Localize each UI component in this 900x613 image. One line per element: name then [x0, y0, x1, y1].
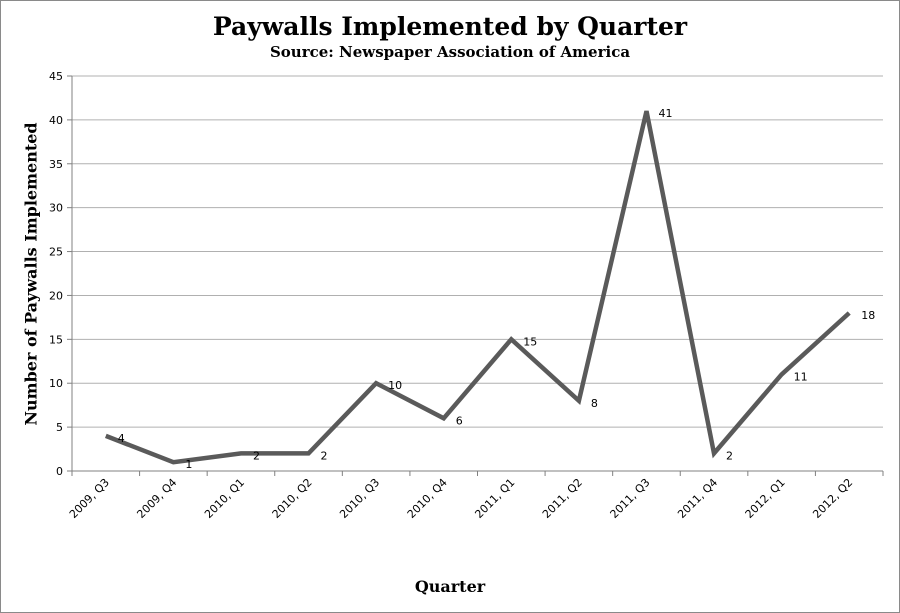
chart-title: Paywalls Implemented by Quarter — [212, 12, 688, 41]
x-tick-label: 2010, Q4 — [405, 476, 450, 521]
y-tick-label: 35 — [49, 158, 63, 171]
y-tick-label: 25 — [49, 246, 63, 259]
y-tick-label: 20 — [49, 289, 63, 302]
x-tick-label: 2010, Q2 — [270, 476, 315, 521]
x-tick-label: 2011, Q1 — [472, 476, 517, 521]
x-tick-label: 2010, Q3 — [337, 476, 382, 521]
y-tick-label: 5 — [56, 421, 63, 434]
gridlines — [72, 75, 883, 428]
data-label: 4 — [118, 432, 125, 445]
x-tick-label: 2011, Q3 — [608, 476, 653, 521]
y-tick-labels: 0 5 10 15 20 25 30 35 40 45 — [49, 70, 63, 478]
data-label: 15 — [523, 335, 537, 348]
x-tick-label: 2012, Q2 — [810, 476, 855, 521]
chart-subtitle: Source: Newspaper Association of America — [269, 43, 631, 61]
data-label: 6 — [456, 414, 463, 427]
x-tick-label: 2012, Q1 — [743, 476, 788, 521]
x-tick-label: 2011, Q4 — [675, 476, 720, 521]
data-label: 2 — [321, 449, 328, 462]
x-tick-label: 2010, Q1 — [202, 476, 247, 521]
x-tick-label: 2009, Q3 — [67, 476, 112, 521]
axes — [67, 75, 884, 476]
x-tick-labels: 2009, Q3 2009, Q4 2010, Q1 2010, Q2 2010, Q3… — [67, 476, 855, 521]
data-label: 1 — [185, 458, 192, 471]
data-label: 10 — [388, 379, 402, 392]
y-tick-label: 15 — [49, 333, 63, 346]
x-tick-label: 2009, Q4 — [134, 476, 179, 521]
x-tick-label: 2011, Q2 — [540, 476, 585, 521]
data-label: 41 — [658, 107, 672, 120]
data-label: 18 — [861, 309, 875, 322]
data-label: 2 — [726, 449, 733, 462]
y-tick-label: 0 — [56, 465, 63, 478]
data-label: 11 — [794, 370, 808, 383]
y-tick-label: 40 — [49, 114, 63, 127]
data-label: 8 — [591, 397, 598, 410]
y-tick-label: 30 — [49, 202, 63, 215]
series-line — [104, 110, 851, 465]
x-axis-label: Quarter — [414, 577, 486, 596]
data-label: 2 — [253, 449, 260, 462]
y-tick-label: 10 — [49, 377, 63, 390]
series-group — [104, 110, 851, 465]
y-tick-label: 45 — [49, 70, 63, 83]
